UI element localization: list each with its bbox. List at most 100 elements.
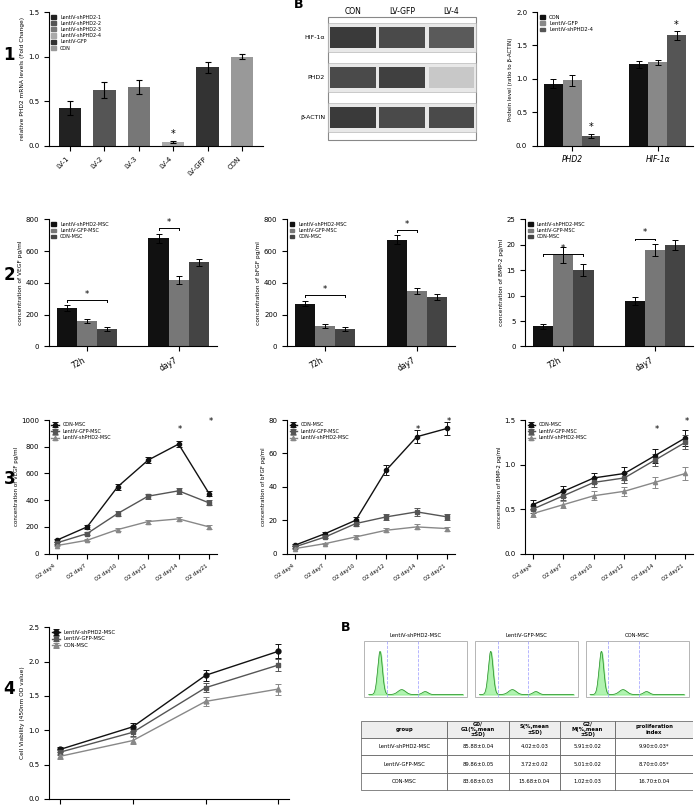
Text: *: * (685, 417, 689, 426)
Text: S(%,mean
±SD): S(%,mean ±SD) (519, 724, 550, 734)
Text: 3.72±0.02: 3.72±0.02 (521, 762, 548, 767)
Bar (379, 27, 425, 48)
Bar (629, 65, 648, 146)
Text: HIF-1α: HIF-1α (304, 35, 325, 40)
Text: LentiV-shPHD2-MSC: LentiV-shPHD2-MSC (378, 744, 430, 749)
Legend: CON-MSC, LentiV-GFP-MSC, LentiV-shPHD2-MSC: CON-MSC, LentiV-GFP-MSC, LentiV-shPHD2-M… (528, 423, 587, 441)
Text: *: * (447, 417, 451, 426)
Bar (328, 63, 476, 92)
Text: 5.91±0.02: 5.91±0.02 (573, 744, 601, 749)
Y-axis label: concentration of bFGF pg/ml: concentration of bFGF pg/ml (260, 448, 265, 526)
Bar (560, 755, 615, 773)
Text: 89.86±0.05: 89.86±0.05 (462, 762, 493, 767)
Bar (407, 291, 427, 346)
Bar (169, 280, 189, 346)
Text: CON-MSC: CON-MSC (624, 633, 650, 638)
Text: β-ACTIN: β-ACTIN (300, 115, 325, 120)
Text: B: B (294, 0, 304, 11)
Text: PHD2: PHD2 (308, 75, 325, 80)
Text: 2: 2 (4, 266, 15, 284)
Text: 3: 3 (4, 470, 15, 487)
Bar (361, 738, 447, 755)
Bar (77, 321, 97, 346)
Bar (364, 641, 467, 696)
Text: 8.70±0.05*: 8.70±0.05* (638, 762, 669, 767)
Text: CON: CON (344, 7, 361, 16)
Bar (148, 238, 169, 346)
Text: *: * (561, 244, 566, 253)
Bar (379, 107, 425, 128)
Text: *: * (209, 417, 213, 426)
Bar (330, 67, 376, 88)
Bar (295, 303, 315, 346)
Text: 4.02±0.03: 4.02±0.03 (521, 744, 548, 749)
Bar (533, 326, 553, 346)
Text: *: * (323, 285, 327, 294)
Bar (315, 326, 335, 346)
Y-axis label: concentration of VEGF pg/ml: concentration of VEGF pg/ml (13, 447, 18, 526)
Bar (361, 773, 447, 790)
Legend: CON, LentiV-GFP, LentiV-shPHD2-4: CON, LentiV-GFP, LentiV-shPHD2-4 (540, 15, 593, 32)
Bar (330, 107, 376, 128)
Text: LV-GFP: LV-GFP (389, 7, 415, 16)
Bar (645, 250, 665, 346)
Bar (197, 67, 219, 146)
Bar (509, 721, 560, 738)
Bar (330, 27, 376, 48)
Bar (667, 36, 686, 146)
Y-axis label: concentration of BMP-2 pg/ml: concentration of BMP-2 pg/ml (499, 239, 504, 327)
Bar (379, 67, 425, 88)
Y-axis label: relative PHD2 mRNA levels (Fold Change): relative PHD2 mRNA levels (Fold Change) (20, 17, 25, 140)
Y-axis label: Cell Viability (450nm OD value): Cell Viability (450nm OD value) (20, 667, 25, 759)
Text: 83.68±0.03: 83.68±0.03 (463, 779, 494, 784)
Bar (615, 773, 693, 790)
Legend: LentiV-shPHD2-MSC, LentiV-GFP-MSC, CON-MSC: LentiV-shPHD2-MSC, LentiV-GFP-MSC, CON-M… (290, 222, 347, 239)
Text: 5.01±0.02: 5.01±0.02 (573, 762, 601, 767)
Bar (335, 329, 356, 346)
Text: *: * (589, 123, 594, 132)
Legend: LentiV-shPHD2-1, LentiV-shPHD2-2, LentiV-shPHD2-3, LentiV-shPHD2-4, LentiV-GFP, : LentiV-shPHD2-1, LentiV-shPHD2-2, LentiV… (51, 15, 102, 51)
Bar (615, 721, 693, 738)
Y-axis label: Protein level (ratio to β-ACTIN): Protein level (ratio to β-ACTIN) (508, 37, 513, 120)
Y-axis label: concentration of VEGF pg/ml: concentration of VEGF pg/ml (18, 240, 23, 325)
Text: *: * (405, 220, 409, 228)
Text: *: * (654, 425, 659, 434)
Text: LentiV-GFP-MSC: LentiV-GFP-MSC (505, 633, 547, 638)
Legend: CON-MSC, LentiV-GFP-MSC, LentiV-shPHD2-MSC: CON-MSC, LentiV-GFP-MSC, LentiV-shPHD2-M… (51, 423, 111, 441)
Bar (615, 755, 693, 773)
Bar (544, 84, 563, 146)
Bar (231, 56, 253, 146)
Text: LV-4: LV-4 (444, 7, 459, 16)
Text: LentiV-GFP-MSC: LentiV-GFP-MSC (383, 762, 425, 767)
Text: *: * (178, 425, 182, 434)
Bar (447, 721, 509, 738)
Bar (509, 773, 560, 790)
Bar (553, 255, 573, 346)
Bar (189, 262, 209, 346)
Text: 1.02±0.03: 1.02±0.03 (573, 779, 601, 784)
Bar (57, 308, 77, 346)
Text: *: * (85, 290, 89, 299)
Legend: LentiV-shPHD2-MSC, LentiV-GFP-MSC, CON-MSC: LentiV-shPHD2-MSC, LentiV-GFP-MSC, CON-M… (51, 222, 108, 239)
Bar (361, 721, 447, 738)
Bar (563, 80, 582, 146)
Bar (560, 738, 615, 755)
Bar (586, 641, 689, 696)
Bar (428, 67, 475, 88)
Bar (127, 87, 150, 146)
Text: 85.88±0.04: 85.88±0.04 (462, 744, 493, 749)
Bar (648, 62, 667, 146)
Bar (582, 136, 601, 146)
Y-axis label: concentration of bFGF pg/ml: concentration of bFGF pg/ml (256, 241, 261, 324)
Bar (447, 755, 509, 773)
Bar (447, 773, 509, 790)
Bar (97, 329, 117, 346)
Text: 9.90±0.03*: 9.90±0.03* (638, 744, 669, 749)
Text: 15.68±0.04: 15.68±0.04 (519, 779, 550, 784)
Bar (93, 90, 116, 146)
Text: G2/
M(%,mean
±SD): G2/ M(%,mean ±SD) (572, 721, 603, 738)
Text: *: * (171, 128, 176, 139)
Bar (509, 755, 560, 773)
Bar (447, 738, 509, 755)
Text: 1: 1 (4, 46, 15, 64)
